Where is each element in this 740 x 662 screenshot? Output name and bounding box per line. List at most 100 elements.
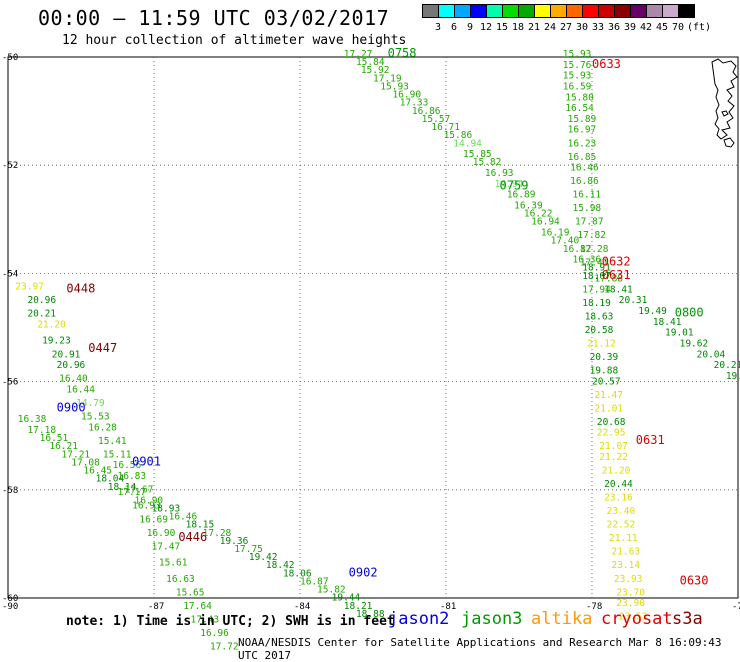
- satellite-tracks: 17.2715.8415.9217.1915.9316.9017.3316.86…: [15, 49, 740, 650]
- swh-value-label: 16.93: [485, 168, 514, 179]
- swh-value-label: 17.27: [344, 49, 373, 60]
- swh-value-label: 21.22: [599, 452, 628, 463]
- legend-label: 45: [655, 22, 669, 33]
- swh-value-label: 17.21: [62, 449, 91, 460]
- longitude-tick-label: -90: [2, 602, 18, 612]
- swh-value-label: 15.76: [563, 60, 592, 71]
- legend-swatch: [678, 4, 695, 18]
- swh-value-label: 20.31: [619, 295, 648, 306]
- swh-value-label: 21.11: [609, 533, 638, 544]
- swh-value-label: 16.96: [200, 628, 229, 639]
- latitude-tick-label: -50: [2, 53, 18, 63]
- legend-label: 6: [450, 22, 458, 33]
- swh-value-label: 19.99: [726, 371, 740, 382]
- swh-value-label: 17.33: [400, 98, 429, 109]
- swh-value-label: 17.17: [118, 487, 147, 498]
- pass-time-label: 0900: [57, 400, 86, 414]
- legend-label: 18: [511, 22, 525, 33]
- swh-value-label: 18.88: [356, 609, 385, 620]
- swh-value-label: 15.93: [563, 49, 592, 60]
- swh-value-label: 16.69: [139, 514, 168, 525]
- swh-value-label: 15.65: [176, 587, 205, 598]
- swh-value-label: 19.49: [638, 306, 667, 317]
- swh-value-label: 21.20: [37, 320, 66, 331]
- swh-value-label: 15.61: [159, 558, 188, 569]
- legend-label: 36: [607, 22, 621, 33]
- swh-value-label: 16.90: [392, 90, 421, 101]
- swh-value-label: 17.87: [575, 217, 604, 228]
- pass-time-label: 0630: [680, 573, 709, 587]
- map-grid: [7, 56, 739, 599]
- latitude-tick-label: -58: [2, 486, 18, 496]
- longitude-tick-label: -84: [294, 602, 310, 612]
- swh-value-label: 20.44: [604, 479, 633, 490]
- swh-value-label: 16.28: [88, 422, 117, 433]
- legend-label: 3: [434, 22, 442, 33]
- swh-value-label: 20.96: [27, 295, 56, 306]
- pass-time-label: 0633: [592, 57, 621, 71]
- swh-value-label: 16.71: [431, 122, 460, 133]
- swh-value-label: 15.93: [380, 81, 409, 92]
- swh-value-label: 17.64: [183, 601, 212, 612]
- swh-value-label: 16.83: [118, 471, 147, 482]
- swh-value-label: 17.72: [210, 641, 239, 650]
- swh-value-label: 17.08: [71, 457, 100, 468]
- legend-unit: (ft): [686, 22, 712, 33]
- swh-value-label: 18.06: [283, 568, 312, 579]
- swh-value-label: 19.36: [220, 536, 249, 547]
- swh-value-label: 16.86: [412, 106, 441, 117]
- swh-value-label: 15.82: [317, 585, 346, 596]
- land-outline: [711, 58, 738, 148]
- legend-label: 12: [479, 22, 493, 33]
- swh-value-label: 22.95: [597, 428, 626, 439]
- swh-value-label: 16.94: [531, 217, 560, 228]
- swh-value-label: 23.40: [607, 506, 636, 517]
- legend-label: 9: [466, 22, 474, 33]
- swh-value-label: 16.56: [113, 460, 142, 471]
- swh-value-label: 23.53: [619, 612, 648, 623]
- swh-value-label: 15.82: [473, 157, 502, 168]
- map-frame: [7, 56, 739, 599]
- swh-value-label: 14.94: [495, 179, 524, 190]
- swh-value-label: 19.44: [332, 593, 361, 604]
- swh-value-label: 18.21: [344, 601, 373, 612]
- pass-time-label: 0759: [500, 179, 529, 193]
- swh-value-label: 16.93: [132, 501, 161, 512]
- legend-label: 15: [495, 22, 509, 33]
- latitude-tick-label: -52: [2, 161, 18, 171]
- swh-value-label: 20.04: [697, 349, 726, 360]
- swh-value-label: 21.12: [587, 338, 616, 349]
- pass-time-label: 0448: [66, 281, 95, 295]
- swh-value-label: 18.04: [96, 474, 125, 485]
- swh-value-label: 15.11: [103, 449, 132, 460]
- swh-value-label: 17.40: [551, 236, 580, 247]
- swh-value-label: 15.92: [361, 65, 390, 76]
- swh-value-label: 16.23: [568, 138, 597, 149]
- swh-value-label: 19.88: [590, 365, 619, 376]
- swh-value-label: 15.86: [444, 130, 473, 141]
- swh-value-label: 16.22: [524, 209, 553, 220]
- swh-value-label: 16.89: [507, 190, 536, 201]
- swh-value-label: 18.07: [582, 271, 611, 282]
- swh-value-label: 21.63: [611, 547, 640, 558]
- pass-time-label: 0758: [388, 46, 417, 60]
- legend-label: 27: [559, 22, 573, 33]
- longitude-tick-label: -78: [586, 602, 602, 612]
- swh-value-label: 21.47: [594, 390, 623, 401]
- swh-value-label: 16.45: [83, 466, 112, 477]
- swh-value-label: 14.94: [453, 138, 482, 149]
- coastline-island: [721, 110, 735, 148]
- swh-value-label: 18.42: [266, 560, 295, 571]
- swh-value-label: 20.57: [592, 376, 621, 387]
- swh-value-label: 17.43: [191, 614, 220, 625]
- swh-value-label: 15.57: [422, 114, 451, 125]
- swh-value-label: 16.86: [570, 176, 599, 187]
- swh-value-label: 21.07: [599, 441, 628, 452]
- satellite-legend-s3a: s3a: [672, 609, 703, 629]
- coastline: [711, 58, 738, 140]
- time-labels: 0758075908000633063206310631063004480447…: [57, 46, 709, 587]
- swh-value-label: 17.18: [27, 425, 56, 436]
- color-legend: [422, 4, 695, 18]
- legend-label: 21: [527, 22, 541, 33]
- swh-value-label: 15.98: [573, 203, 602, 214]
